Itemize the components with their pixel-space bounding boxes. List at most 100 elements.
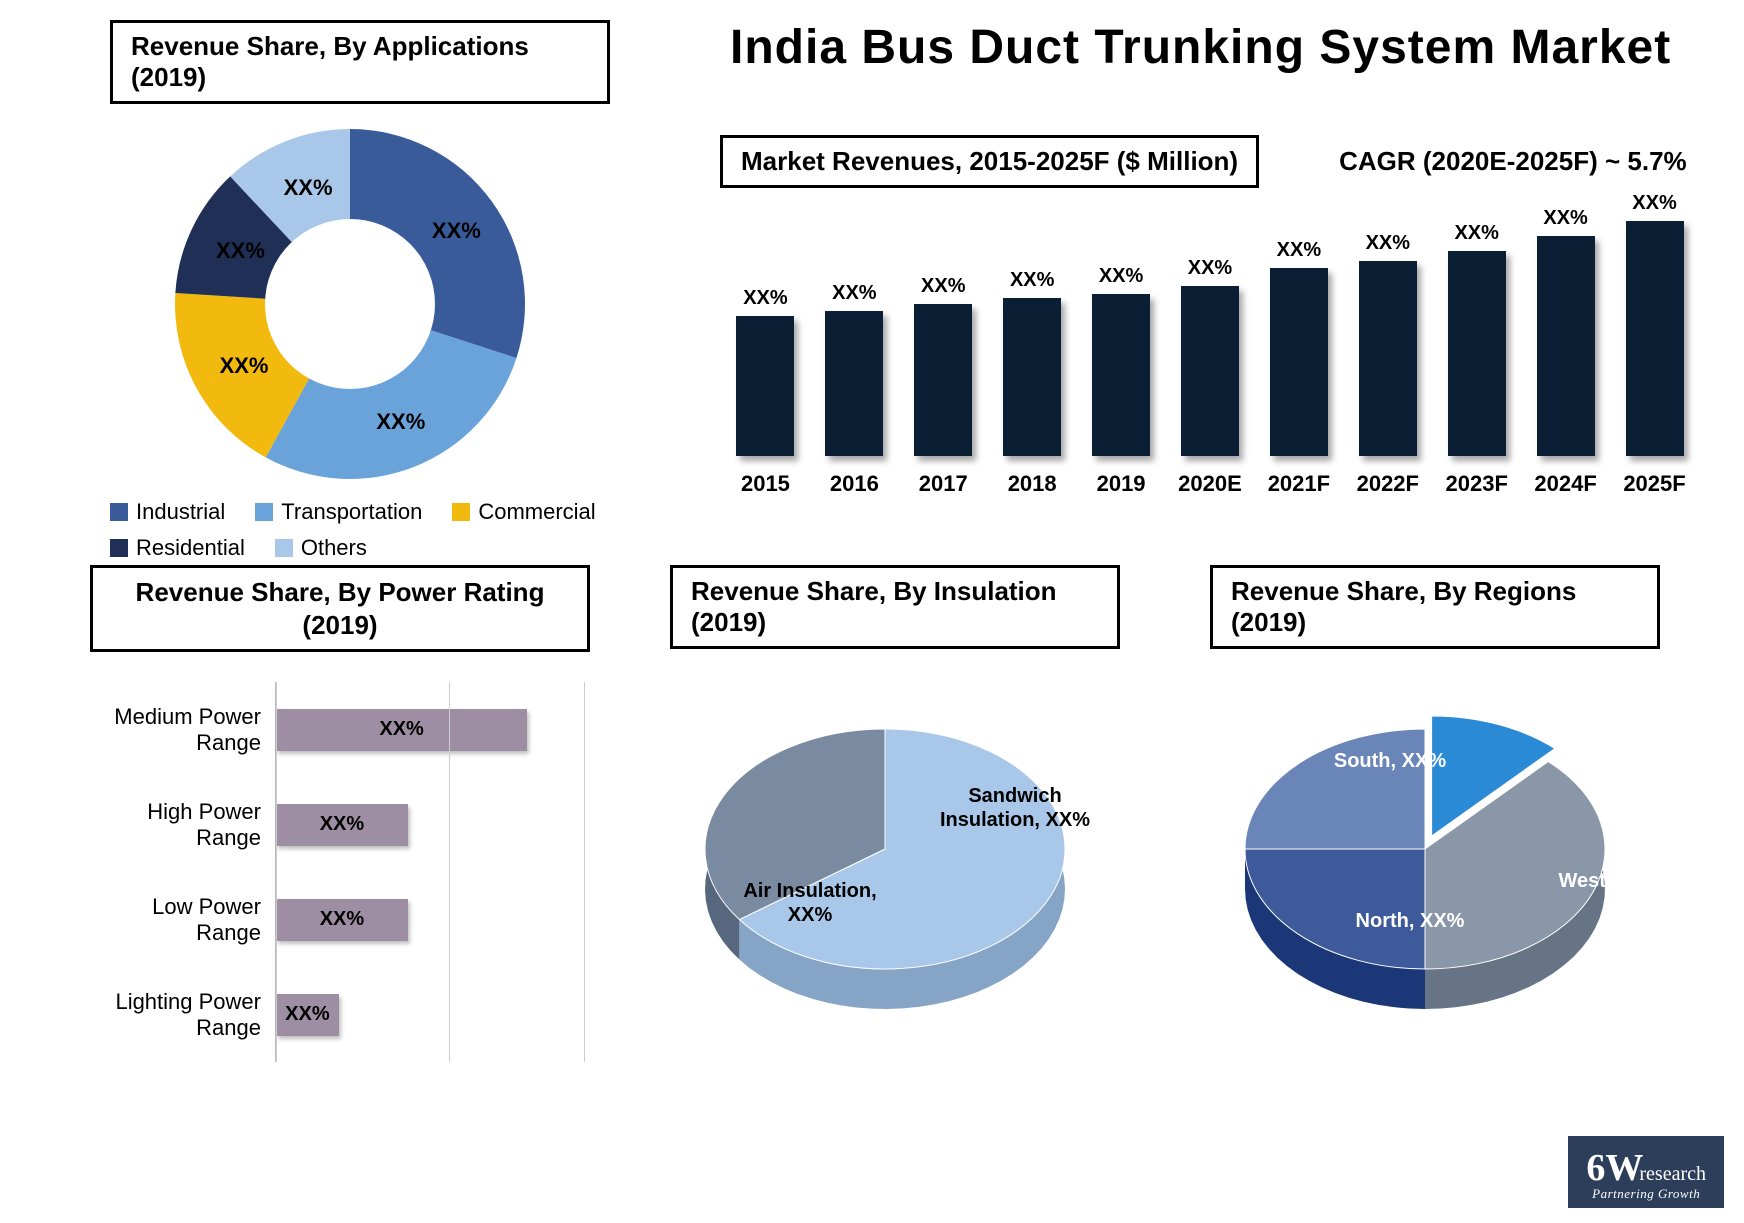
legend-label: Others xyxy=(301,535,367,561)
hbar-gridline xyxy=(584,777,585,872)
bar-column: XX% 2024F xyxy=(1530,207,1601,503)
bar-x-label: 2023F xyxy=(1446,471,1508,497)
hbar-label: Medium PowerRange xyxy=(90,704,275,755)
logo-suffix: research xyxy=(1639,1163,1706,1185)
hbar-track: XX% xyxy=(275,872,590,967)
bar-x-label: 2020E xyxy=(1178,471,1242,497)
hbar-gridline xyxy=(276,872,277,967)
hbar-track: XX% xyxy=(275,777,590,872)
bar-x-label: 2017 xyxy=(919,471,968,497)
pie-slice-label: East, XX% xyxy=(1500,719,1660,743)
hbar-bar: XX% xyxy=(276,994,339,1036)
hbar-row: Medium PowerRangeXX% xyxy=(90,682,590,777)
hbar-gridline xyxy=(449,777,450,872)
bar-column: XX% 2022F xyxy=(1352,232,1423,503)
pie-regions-title: Revenue Share, By Regions (2019) xyxy=(1210,565,1660,649)
bar-rect xyxy=(736,316,794,456)
bar-column: XX% 2023F xyxy=(1441,222,1512,503)
hbar-gridline xyxy=(584,872,585,967)
bar-chart: XX%2015XX%2016XX%2017XX%2018XX%2019XX%20… xyxy=(720,223,1700,503)
hbar-gridline xyxy=(449,967,450,1062)
legend-swatch xyxy=(110,503,128,521)
pie-slice xyxy=(1245,729,1425,849)
bar-value-label: XX% xyxy=(832,282,876,305)
page-title: India Bus Duct Trunking System Market xyxy=(730,20,1671,75)
bar-column: XX% 2015 xyxy=(730,287,801,503)
bar-value-label: XX% xyxy=(1277,239,1321,262)
hbar-gridline xyxy=(276,682,277,777)
bar-x-label: 2015 xyxy=(741,471,790,497)
legend-item: Transportation xyxy=(255,499,422,525)
legend-swatch xyxy=(110,539,128,557)
legend-swatch xyxy=(255,503,273,521)
legend-label: Transportation xyxy=(281,499,422,525)
hbar-gridline xyxy=(276,777,277,872)
bar-column: XX% 2019 xyxy=(1086,265,1157,503)
bar-rect xyxy=(1092,294,1150,456)
hbar-chart: Medium PowerRangeXX%High PowerRangeXX%Lo… xyxy=(90,682,590,1062)
bar-value-label: XX% xyxy=(1010,269,1054,292)
hbar-row: High PowerRangeXX% xyxy=(90,777,590,872)
hbar-gridline xyxy=(584,682,585,777)
bar-value-label: XX% xyxy=(1632,192,1676,215)
bar-value-label: XX% xyxy=(921,275,965,298)
hbar-track: XX% xyxy=(275,967,590,1062)
bar-column: XX% 2018 xyxy=(997,269,1068,503)
bar-column: XX% 2025F xyxy=(1619,192,1690,503)
bar-rect xyxy=(1537,236,1595,456)
bar-value-label: XX% xyxy=(1454,222,1498,245)
bar-rect xyxy=(825,311,883,456)
bar-value-label: XX% xyxy=(1543,207,1587,230)
donut-slice-label: XX% xyxy=(216,238,265,264)
bar-rect xyxy=(1626,221,1684,456)
legend-item: Residential xyxy=(110,535,245,561)
legend-item: Others xyxy=(275,535,367,561)
donut-hole xyxy=(265,219,435,389)
bar-x-label: 2024F xyxy=(1534,471,1596,497)
bar-x-label: 2021F xyxy=(1268,471,1330,497)
hbar-bar: XX% xyxy=(276,899,408,941)
hbar-row: Lighting PowerRangeXX% xyxy=(90,967,590,1062)
bar-value-label: XX% xyxy=(1366,232,1410,255)
hbar-row: Low PowerRangeXX% xyxy=(90,872,590,967)
donut-title: Revenue Share, By Applications (2019) xyxy=(110,20,610,104)
hbar-label: High PowerRange xyxy=(90,799,275,850)
bar-rect xyxy=(1270,268,1328,456)
bar-x-label: 2019 xyxy=(1097,471,1146,497)
legend-label: Residential xyxy=(136,535,245,561)
pie-regions-panel: Revenue Share, By Regions (2019) East, X… xyxy=(1210,565,1660,1029)
hbar-track: XX% xyxy=(275,682,590,777)
bar-value-label: XX% xyxy=(743,287,787,310)
pie-slice-label: South, XX% xyxy=(1310,749,1470,773)
donut-chart: XX%XX%XX%XX%XX% xyxy=(170,124,530,484)
pie-slice-label: West, XX% xyxy=(1530,869,1690,893)
pie-insulation-title: Revenue Share, By Insulation (2019) xyxy=(670,565,1120,649)
hbar-title: Revenue Share, By Power Rating (2019) xyxy=(90,565,590,652)
bar-panel: Market Revenues, 2015-2025F ($ Million) … xyxy=(720,135,1700,503)
donut-legend: IndustrialTransportationCommercialReside… xyxy=(110,499,610,561)
hbar-bar: XX% xyxy=(276,804,408,846)
bar-x-label: 2018 xyxy=(1008,471,1057,497)
bar-rect xyxy=(1003,298,1061,456)
logo-brand: 6W xyxy=(1586,1147,1643,1189)
bar-column: XX%2016 xyxy=(819,282,890,503)
bar-value-label: XX% xyxy=(1188,257,1232,280)
pie-insulation-panel: Revenue Share, By Insulation (2019) Air … xyxy=(670,565,1120,1029)
hbar-gridline xyxy=(584,967,585,1062)
bar-value-label: XX% xyxy=(1099,265,1143,288)
donut-slice-label: XX% xyxy=(376,409,425,435)
legend-label: Commercial xyxy=(478,499,595,525)
donut-slice-label: XX% xyxy=(284,175,333,201)
bar-x-label: 2022F xyxy=(1357,471,1419,497)
bar-x-label: 2025F xyxy=(1623,471,1685,497)
bar-column: XX% 2020E xyxy=(1175,257,1246,503)
logo: 6Wresearch Partnering Growth xyxy=(1568,1136,1724,1208)
hbar-gridline xyxy=(276,967,277,1062)
hbar-gridline xyxy=(449,872,450,967)
hbar-bar: XX% xyxy=(276,709,527,751)
bar-column: XX% 2021F xyxy=(1263,239,1334,503)
bar-rect xyxy=(914,304,972,456)
hbar-panel: Revenue Share, By Power Rating (2019) Me… xyxy=(90,565,590,1062)
legend-item: Commercial xyxy=(452,499,595,525)
bar-column: XX% 2017 xyxy=(908,275,979,503)
